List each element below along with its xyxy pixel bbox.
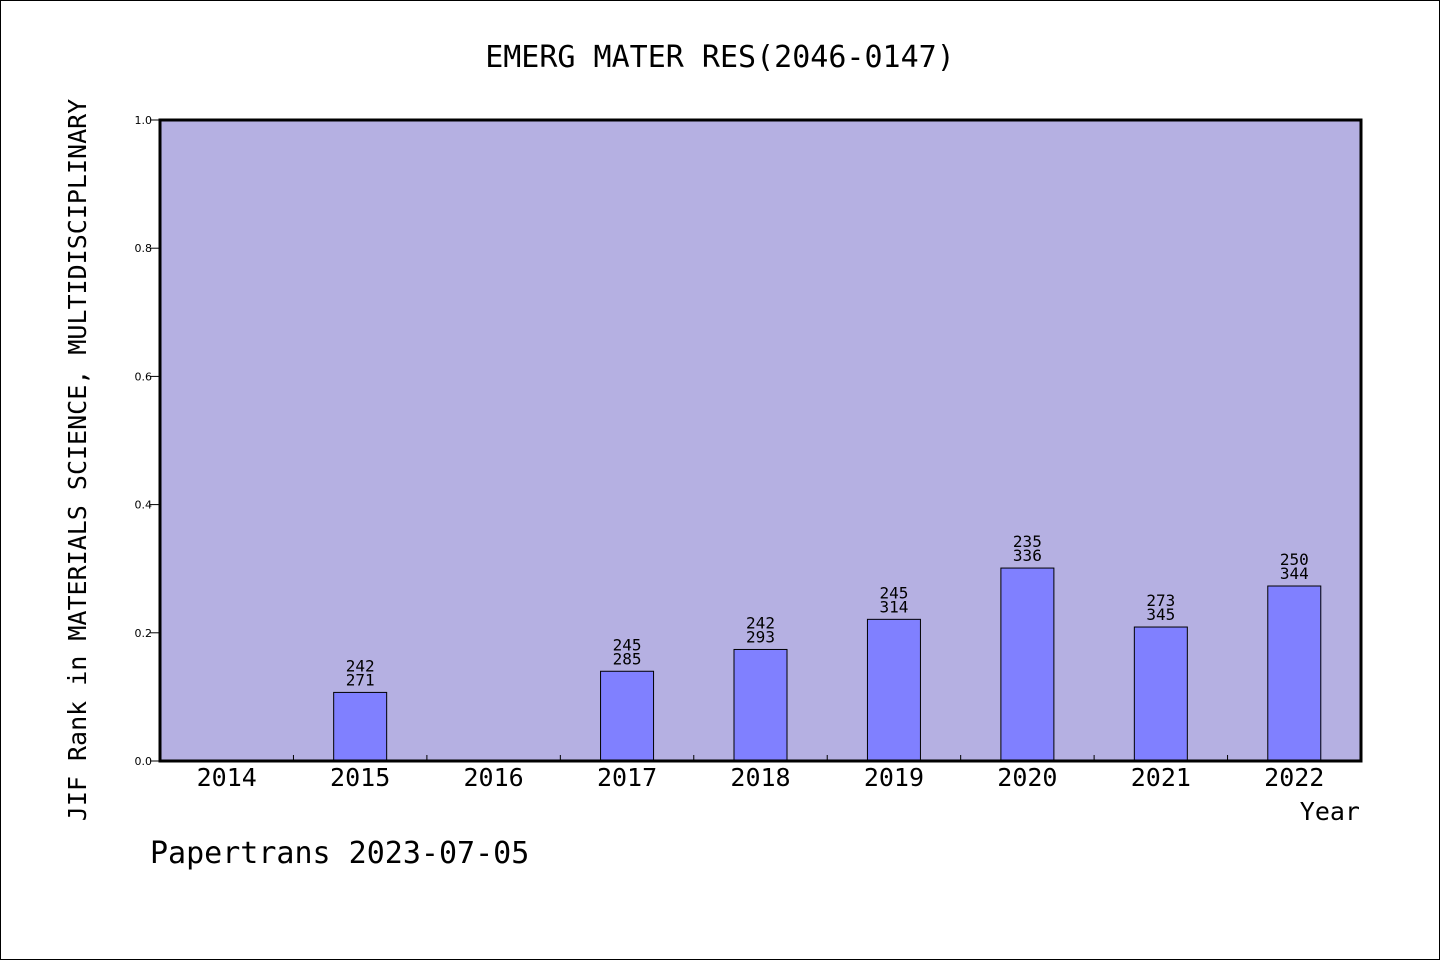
- x-tick-label: 2015: [330, 763, 390, 792]
- y-tick-label: 0.8: [135, 242, 153, 255]
- bar-label-top: 245: [613, 635, 642, 654]
- bar-label-bottom: 293: [746, 627, 775, 646]
- bar-label-top: 245: [879, 583, 908, 602]
- bar-label-bottom: 314: [879, 597, 908, 616]
- bar-2021: [1133, 626, 1188, 762]
- bar-label-top: 235: [1013, 532, 1042, 551]
- bar-label-top: 242: [746, 613, 775, 632]
- x-tick-label: 2022: [1264, 763, 1324, 792]
- footer-text: Papertrans 2023-07-05: [150, 836, 529, 871]
- x-tick-label: 2021: [1131, 763, 1191, 792]
- y-tick-label: 0.6: [135, 370, 153, 383]
- bar-label-bottom: 271: [346, 670, 375, 689]
- y-tick-label: 0.0: [135, 755, 153, 768]
- bar-2019: [866, 618, 921, 762]
- bar-label-top: 242: [346, 656, 375, 675]
- bar-label-bottom: 336: [1013, 546, 1042, 565]
- x-tick-label: 2014: [197, 763, 257, 792]
- bar-2018: [733, 648, 788, 762]
- x-tick-label: 2018: [730, 763, 790, 792]
- y-tick-label: 0.4: [135, 499, 153, 512]
- x-axis-label: Year: [1300, 797, 1360, 826]
- bar-label-bottom: 345: [1146, 605, 1175, 624]
- bar-2020: [1000, 567, 1055, 762]
- x-tick-label: 2019: [864, 763, 924, 792]
- bar-2017: [600, 670, 655, 762]
- plot-border: [158, 118, 1363, 763]
- bar-2022: [1267, 585, 1322, 762]
- bar-label-top: 250: [1280, 550, 1309, 569]
- bar-label-top: 273: [1146, 591, 1175, 610]
- bar-label-bottom: 285: [613, 649, 642, 668]
- x-tick-label: 2017: [597, 763, 657, 792]
- y-axis-label: JIF Rank in MATERIALS SCIENCE, MULTIDISC…: [63, 99, 92, 821]
- x-tick-label: 2020: [997, 763, 1057, 792]
- bar-label-bottom: 344: [1280, 564, 1309, 583]
- y-tick-label: 0.2: [135, 627, 153, 640]
- bar-2015: [333, 691, 388, 762]
- chart-title: EMERG MATER RES(2046-0147): [485, 40, 955, 75]
- x-tick-label: 2016: [464, 763, 524, 792]
- y-tick-label: 1.0: [135, 114, 153, 127]
